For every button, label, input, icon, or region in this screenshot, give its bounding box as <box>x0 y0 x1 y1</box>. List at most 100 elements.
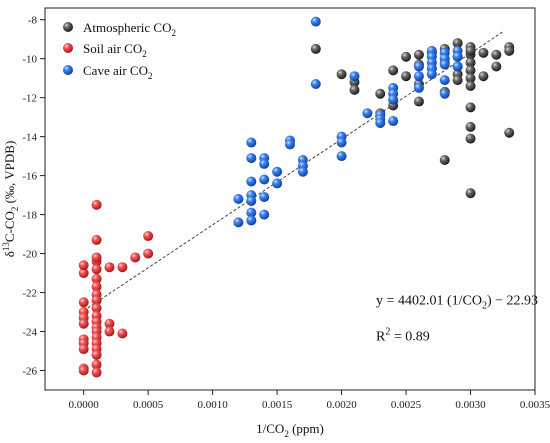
atmospheric-point <box>388 65 399 76</box>
atmospheric-point <box>478 47 489 58</box>
y-tick-label: -8 <box>28 15 38 27</box>
soil-point <box>91 234 102 245</box>
atmospheric-point <box>465 133 476 144</box>
atmospheric-point <box>349 84 360 95</box>
soil-point <box>143 248 154 259</box>
cave-point <box>285 139 295 150</box>
cave-point <box>388 94 399 105</box>
x-tick-label: 0.0020 <box>326 399 357 411</box>
cave-point <box>272 178 283 189</box>
r-squared-label: R2 = 0.89 <box>376 326 430 344</box>
cave-point <box>349 71 360 82</box>
y-tick-label: -10 <box>22 54 37 66</box>
x-tick-label: 0.0005 <box>133 399 164 411</box>
cave-point <box>310 16 321 27</box>
soil-point <box>91 367 102 378</box>
x-tick-label: 0.0030 <box>455 399 486 411</box>
regression-equation: y = 4402.01 (1/CO2) − 22.93 <box>376 293 538 311</box>
y-axis-title: δ13C-CO2 (‰, VPDB) <box>1 141 20 258</box>
soil-point <box>78 365 89 376</box>
cave-point <box>439 88 450 99</box>
atmospheric-point <box>401 51 412 62</box>
cave-point <box>439 59 450 70</box>
cave-point <box>259 158 270 169</box>
cave-point <box>246 153 257 164</box>
atmospheric-point <box>491 49 502 60</box>
atmospheric-point <box>465 80 476 91</box>
y-tick-label: -26 <box>22 366 37 378</box>
atmospheric-point <box>465 188 476 199</box>
cave-point <box>439 75 450 86</box>
soil-point <box>78 344 89 355</box>
atmospheric-point <box>478 71 489 82</box>
soil-point <box>91 199 102 210</box>
soil-point <box>91 295 102 306</box>
cave-point <box>388 116 399 127</box>
soil-point <box>130 252 141 263</box>
cave-point <box>246 215 257 226</box>
atmospheric-point <box>504 45 515 56</box>
cave-point <box>246 207 257 218</box>
cave-point <box>246 195 257 206</box>
cave-point <box>259 209 270 220</box>
legend-label-cave: Cave air CO2 <box>83 63 152 81</box>
y-tick-label: -24 <box>22 327 37 339</box>
soil-point <box>104 318 115 329</box>
x-tick-label: 0.0000 <box>69 399 100 411</box>
soil-point <box>91 281 102 292</box>
atmospheric-point <box>413 49 424 60</box>
soil-point <box>91 349 102 360</box>
atmospheric-point <box>465 45 476 56</box>
atmospheric-point <box>465 65 476 76</box>
atmospheric-point <box>375 88 386 99</box>
cave-point <box>233 194 244 204</box>
atmospheric-point <box>465 121 476 132</box>
y-tick-label: -18 <box>22 210 37 222</box>
y-axis-ticks: -26 -24 -22 -20 -18 -16 -14 -12 -10 -8 <box>22 15 45 378</box>
data-points <box>78 16 515 378</box>
cave-point <box>452 61 463 72</box>
atmospheric-point <box>452 75 463 86</box>
cave-point <box>362 108 373 119</box>
soil-point <box>104 326 115 337</box>
soil-point <box>78 297 89 308</box>
cave-point <box>246 137 257 148</box>
legend-marker-soil <box>63 43 73 53</box>
atmospheric-point <box>310 43 321 54</box>
cave-point <box>413 71 424 82</box>
cave-point <box>452 51 463 62</box>
legend-label-soil: Soil air CO2 <box>83 41 147 59</box>
soil-point <box>104 262 115 273</box>
soil-point <box>78 268 89 279</box>
soil-point <box>91 303 102 314</box>
cave-point <box>336 137 347 148</box>
soil-point <box>143 231 154 242</box>
atmospheric-point <box>491 61 502 72</box>
y-tick-label: -20 <box>22 249 37 261</box>
regression-line <box>83 31 504 312</box>
cave-point <box>259 192 270 203</box>
cave-point <box>413 61 424 72</box>
cave-point <box>375 117 386 128</box>
y-tick-label: -22 <box>22 288 37 300</box>
atmospheric-point <box>401 71 412 82</box>
x-tick-label: 0.0035 <box>520 399 550 411</box>
atmospheric-point <box>465 73 476 84</box>
x-tick-label: 0.0015 <box>262 399 293 411</box>
atmospheric-point <box>413 96 424 107</box>
legend: Atmospheric CO2 Soil air CO2 Cave air CO… <box>63 20 176 81</box>
x-tick-label: 0.0025 <box>391 399 422 411</box>
cave-point <box>310 79 321 90</box>
atmospheric-point <box>504 127 515 138</box>
soil-point <box>91 359 102 370</box>
cave-point <box>259 174 270 185</box>
legend-marker-atmospheric <box>63 22 73 32</box>
cave-point <box>413 82 424 93</box>
atmospheric-point <box>336 69 347 80</box>
soil-point <box>91 273 102 284</box>
x-axis-title: 1/CO2 (ppm) <box>256 421 324 439</box>
y-tick-label: -16 <box>22 171 37 183</box>
cave-point <box>426 69 437 80</box>
soil-point <box>91 252 102 263</box>
